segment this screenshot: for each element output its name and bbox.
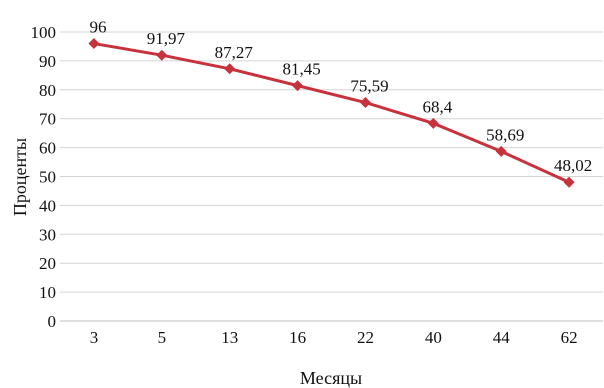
y-tick-label: 100 — [31, 23, 57, 42]
x-tick-label: 5 — [158, 328, 167, 347]
data-label: 96 — [89, 18, 106, 37]
x-tick-label: 40 — [425, 328, 442, 347]
data-label: 68,4 — [422, 97, 452, 116]
y-tick-label: 70 — [39, 110, 56, 129]
x-tick-label: 13 — [221, 328, 238, 347]
data-point-markers — [88, 38, 575, 188]
y-axis-title: Проценты — [10, 138, 30, 216]
data-labels: 96 91,97 87,27 81,45 75,59 68,4 58,69 48,02 — [89, 18, 592, 176]
y-tick-labels: 0 10 20 30 40 50 60 70 80 90 100 — [31, 23, 57, 331]
y-tick-label: 20 — [39, 254, 56, 273]
data-point-marker — [156, 49, 168, 61]
gridlines — [60, 31, 603, 293]
data-point-marker — [88, 38, 100, 50]
data-label: 87,27 — [215, 43, 254, 62]
data-point-marker — [292, 80, 304, 92]
data-label: 91,97 — [147, 29, 186, 48]
data-label: 58,69 — [486, 125, 524, 144]
y-tick-label: 30 — [39, 225, 56, 244]
data-label: 81,45 — [282, 60, 320, 79]
y-tick-label: 80 — [39, 81, 56, 100]
x-tick-label: 62 — [561, 328, 578, 347]
data-label: 48,02 — [554, 156, 592, 175]
y-tick-label: 40 — [39, 196, 56, 215]
data-point-marker — [427, 117, 439, 129]
x-tick-label: 3 — [90, 328, 99, 347]
data-point-marker — [224, 63, 236, 75]
x-tick-label: 16 — [289, 328, 306, 347]
data-point-marker — [359, 97, 371, 109]
data-point-marker — [563, 176, 575, 188]
x-axis-title: Месяцы — [300, 368, 362, 388]
x-tick-labels: 3 5 13 16 22 40 44 62 — [90, 328, 578, 347]
x-tick-label: 44 — [493, 328, 511, 347]
y-tick-label: 10 — [39, 283, 56, 302]
y-tick-label: 60 — [39, 139, 56, 158]
y-tick-label: 50 — [39, 168, 56, 187]
data-label: 75,59 — [350, 77, 388, 96]
x-tick-label: 22 — [357, 328, 374, 347]
data-point-marker — [495, 145, 507, 157]
y-tick-label: 90 — [39, 52, 56, 71]
series-line — [93, 42, 570, 184]
y-tick-label: 0 — [48, 312, 57, 331]
